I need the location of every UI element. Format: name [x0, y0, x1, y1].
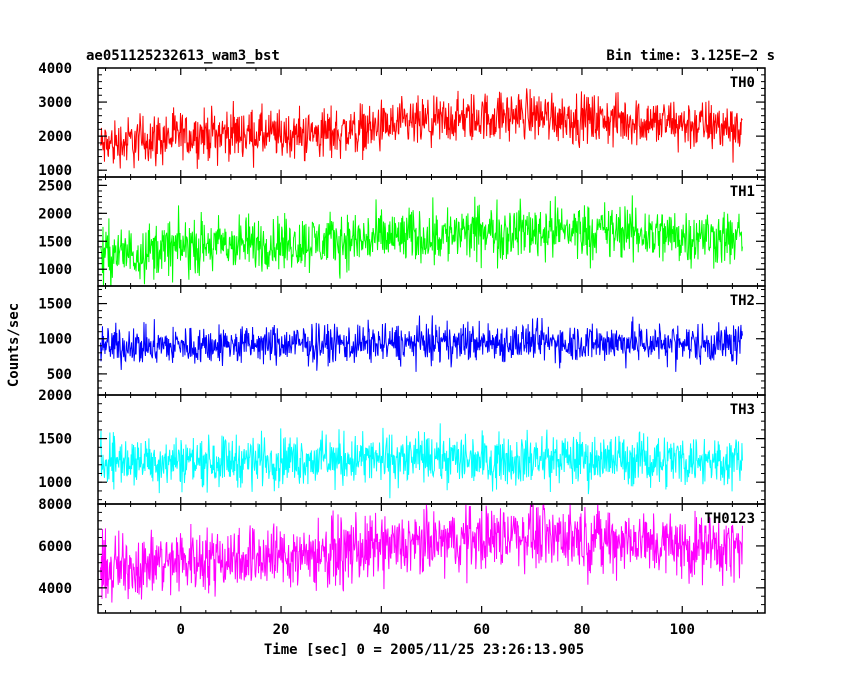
y-tick-label-th2: 500	[47, 367, 72, 383]
y-tick-label-th3: 1000	[38, 475, 72, 491]
y-tick-label-th3: 2000	[38, 388, 72, 404]
y-tick-label-th0123: 4000	[38, 581, 72, 597]
panel-label-th0: TH0	[730, 75, 755, 91]
y-tick-label-th1: 1000	[38, 262, 72, 278]
y-tick-label-th0: 1000	[38, 163, 72, 179]
y-tick-label-th0: 2000	[38, 129, 72, 145]
series-th1-line	[100, 195, 743, 286]
x-tick-label: 20	[273, 622, 290, 638]
series-th3-line	[100, 423, 743, 499]
y-tick-label-th1: 2500	[38, 178, 72, 194]
y-axis-label: Counts/sec	[6, 303, 22, 387]
x-tick-label: 40	[373, 622, 390, 638]
panel-label-th0123: TH0123	[704, 511, 755, 527]
x-tick-label: 0	[177, 622, 185, 638]
panel-label-th3: TH3	[730, 402, 755, 418]
y-tick-label-th0123: 6000	[38, 539, 72, 555]
y-tick-label-th0123: 8000	[38, 497, 72, 513]
chart-title-right: Bin time: 3.125E−2 s	[606, 48, 775, 64]
x-tick-label: 100	[670, 622, 695, 638]
panel-label-th2: TH2	[730, 293, 755, 309]
x-tick-label: 80	[574, 622, 591, 638]
y-tick-label-th1: 2000	[38, 206, 72, 222]
series-th0123-line	[100, 504, 743, 603]
chart-title-left: ae051125232613_wam3_bst	[86, 48, 280, 64]
y-tick-label-th2: 1000	[38, 332, 72, 348]
series-th0-line	[100, 88, 743, 169]
series-th2-line	[100, 315, 743, 372]
x-tick-label: 60	[473, 622, 490, 638]
x-axis-label: Time [sec] 0 = 2005/11/25 23:26:13.905	[264, 642, 584, 658]
panel-label-th1: TH1	[730, 184, 755, 200]
y-tick-label-th1: 1500	[38, 234, 72, 250]
y-tick-label-th3: 1500	[38, 432, 72, 448]
y-tick-label-th2: 1500	[38, 297, 72, 313]
y-tick-label-th0: 4000	[38, 61, 72, 77]
y-tick-label-th0: 3000	[38, 95, 72, 111]
